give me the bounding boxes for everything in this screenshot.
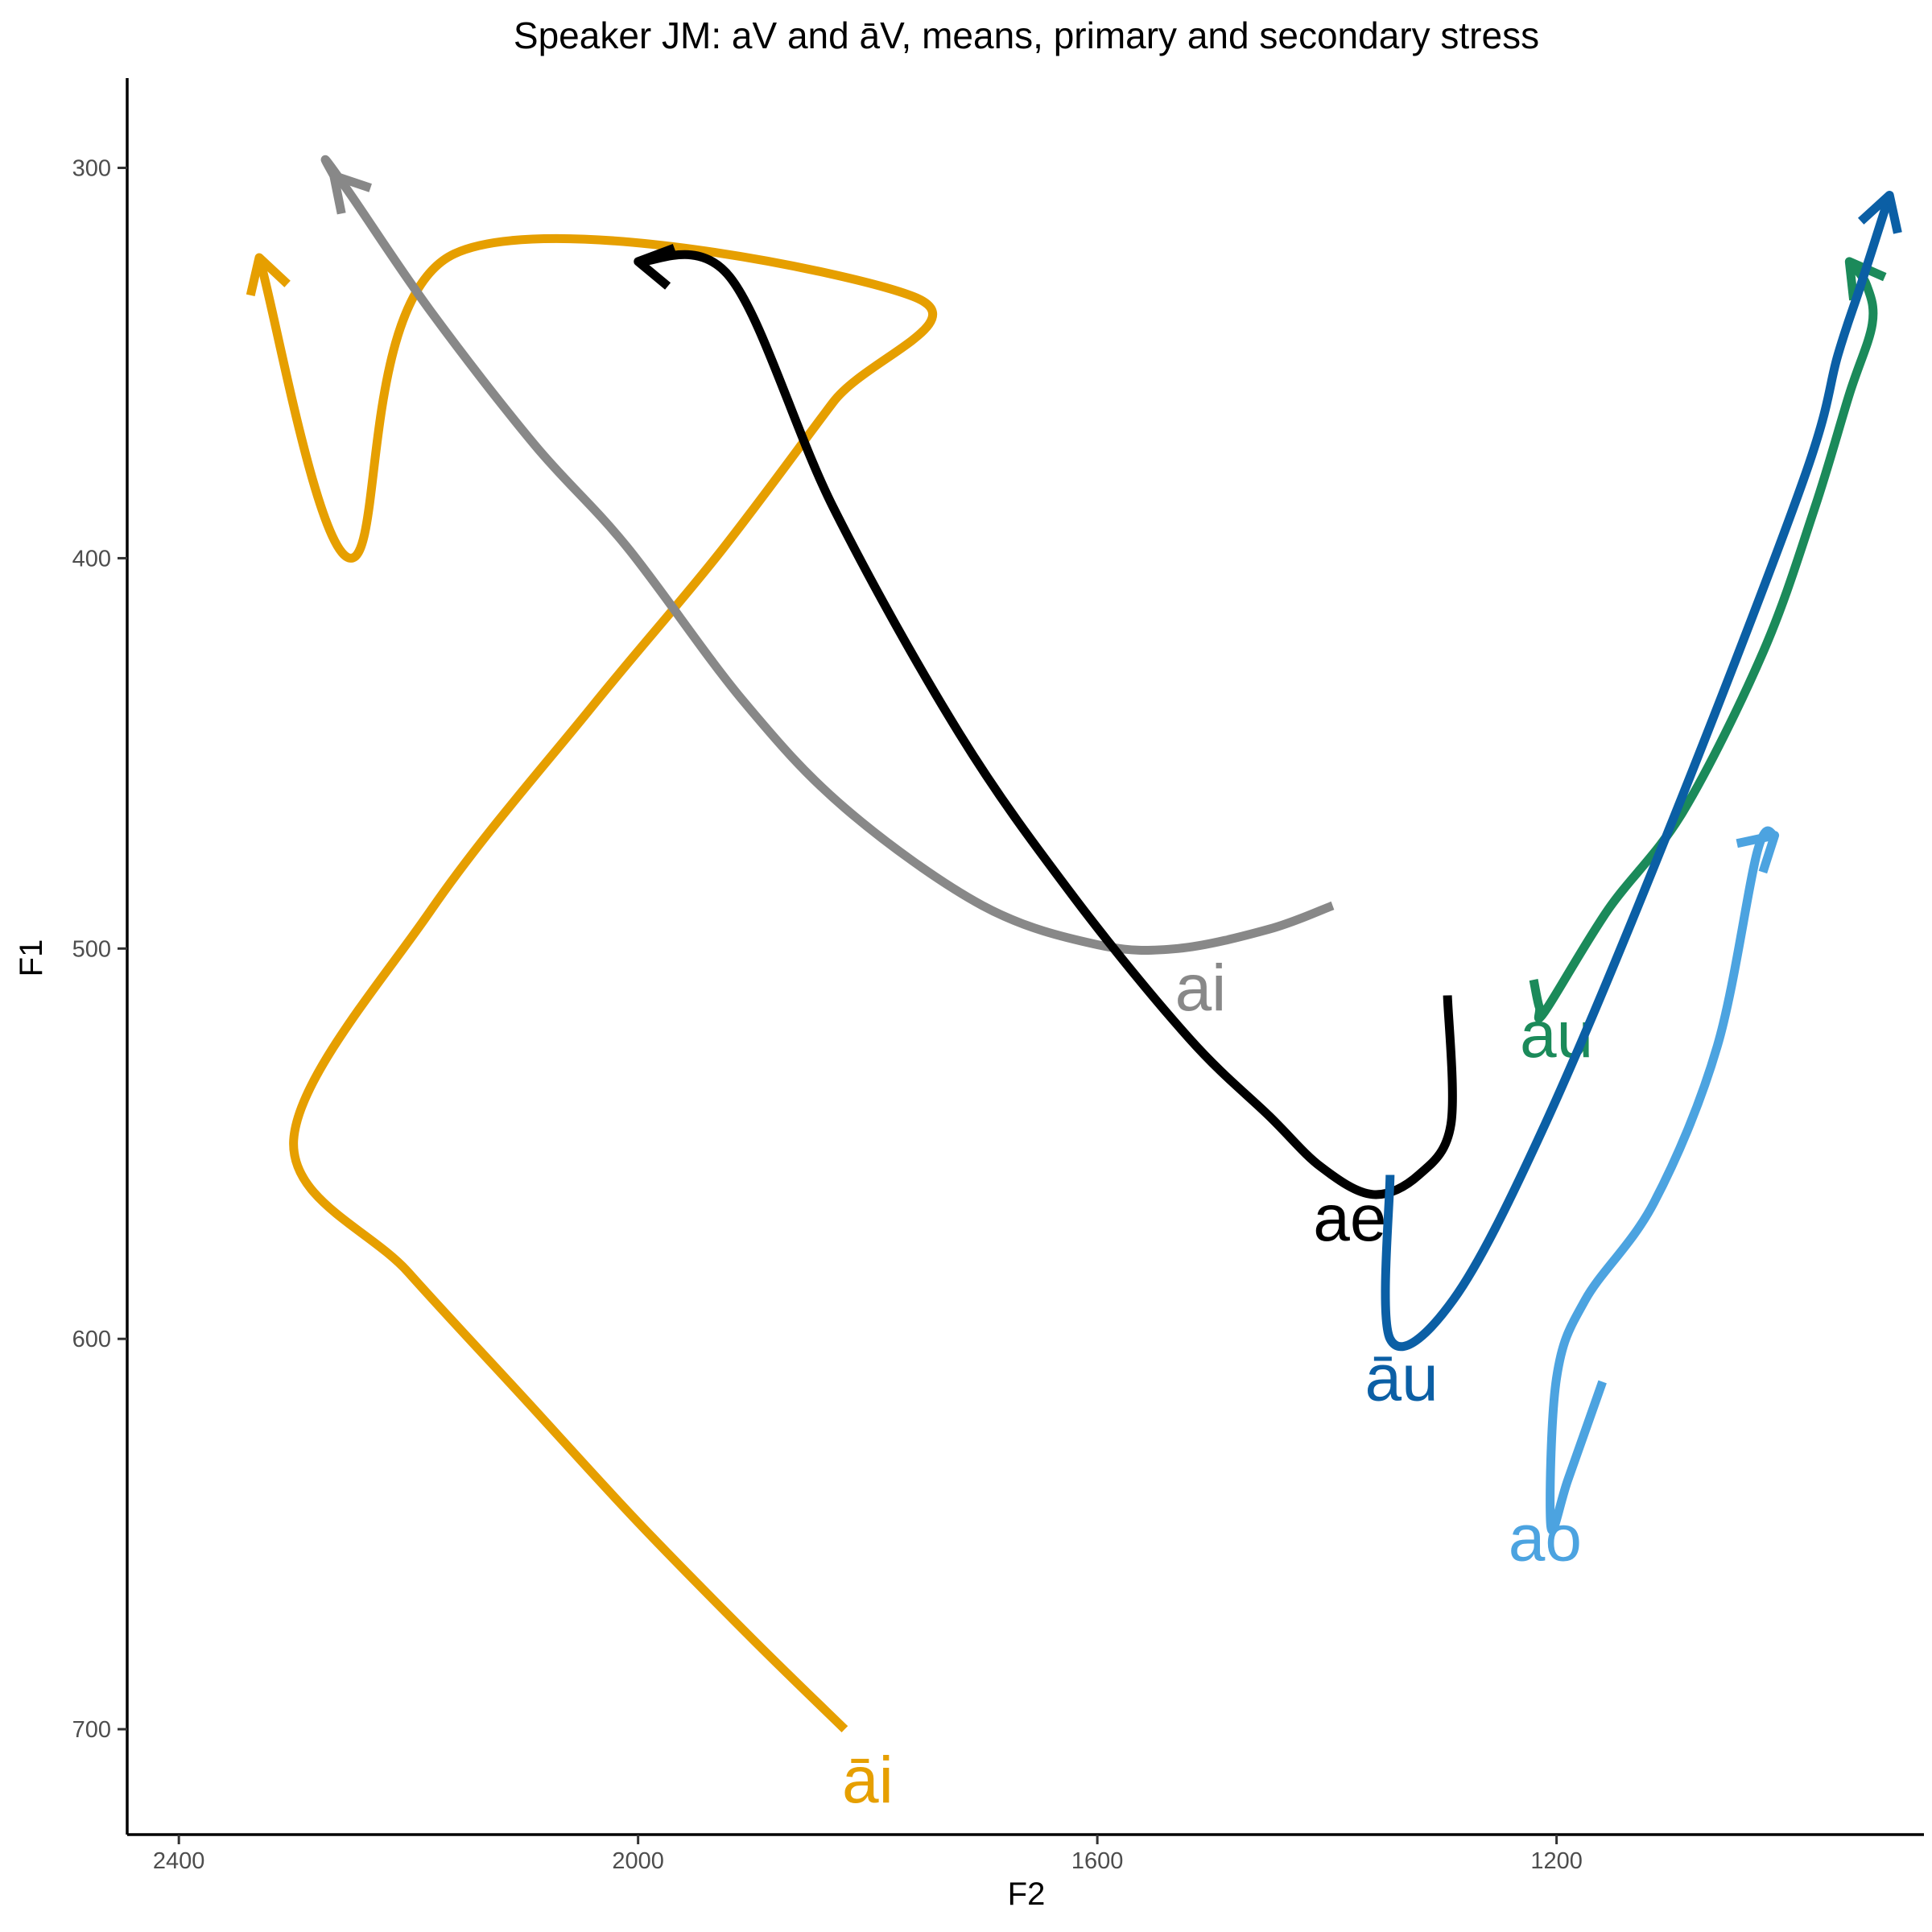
series-label: ae [1313,1182,1386,1255]
x-tick-label: 2400 [153,1848,205,1874]
trajectory-line [254,233,938,1733]
series-label: ai [1175,952,1227,1025]
x-tick-label: 1600 [1071,1848,1124,1874]
y-tick-label: 300 [72,156,111,182]
trajectory-line [320,155,1335,955]
series-2: ae [634,244,1457,1255]
plot-area: āi ai ae au āu ao [246,155,1902,1817]
series-1: ai [320,155,1335,1025]
x-axis-title: F2 [1008,1876,1046,1912]
chart-title: Speaker JM: aV and āV, means, primary an… [514,14,1539,56]
series-4: āu [1364,191,1902,1415]
y-tick-label: 600 [72,1327,111,1352]
arrowhead [329,171,372,215]
series-3: au [1520,257,1887,1071]
y-tick-label: 500 [72,936,111,962]
arrowhead [246,253,291,297]
series-label: āu [1364,1342,1438,1415]
y-tick-label: 400 [72,546,111,572]
series-5: ao [1509,826,1780,1575]
series-label: āi [842,1744,894,1817]
y-axis-ticks: 300 400 500 600 700 [72,156,127,1743]
trajectory-line [1381,193,1894,1352]
x-tick-label: 1200 [1530,1848,1583,1874]
x-axis-ticks: 2400 2000 1600 1200 [153,1835,1583,1874]
trajectory-line [1546,826,1780,1535]
arrowhead [1736,831,1780,874]
series-label: ao [1509,1501,1582,1575]
series-0: āi [246,233,938,1817]
arrowhead [1857,191,1902,234]
arrowhead [1844,257,1887,301]
trajectory-line [1529,258,1878,1023]
arrowhead [634,244,676,290]
x-tick-label: 2000 [612,1848,664,1874]
trajectory-line [637,250,1457,1199]
y-axis-title: F1 [14,939,49,977]
y-tick-label: 700 [72,1717,111,1743]
